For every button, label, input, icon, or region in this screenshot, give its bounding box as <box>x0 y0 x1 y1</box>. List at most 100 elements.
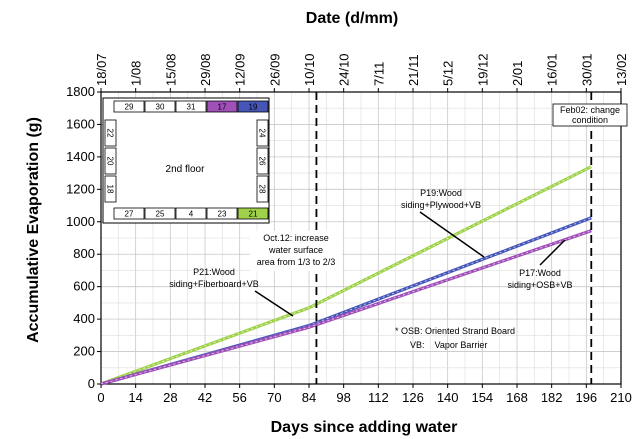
plot-border <box>100 91 622 385</box>
floor-plan-room-label: 20 <box>106 157 115 166</box>
y-tick-label: 1000 <box>66 214 95 229</box>
legend-note-line1: * OSB: Oriented Strand Board <box>395 326 515 336</box>
floor-plan-room <box>104 119 117 147</box>
annotation-p17-line1: P17:Wood <box>519 268 561 278</box>
floor-plan-room <box>175 207 207 220</box>
y-tick-label: 1600 <box>66 116 95 131</box>
x-tick-label: 14 <box>128 390 142 405</box>
floor-plan-room <box>256 175 269 203</box>
vline-annotation-oct12-bg <box>250 231 342 271</box>
x-tick-label: 42 <box>198 390 212 405</box>
x-tick-label: 126 <box>402 390 424 405</box>
y-tick-label: 0 <box>88 376 95 391</box>
annotation-p19-line1: P19:Wood <box>420 188 462 198</box>
floor-plan-title: 2nd floor <box>166 164 206 175</box>
x-tick-label: 140 <box>437 390 459 405</box>
annotation-p17-pointer <box>539 239 566 266</box>
top-tick-label: 1/08 <box>129 61 144 86</box>
vline-annotation-feb02-box <box>552 103 628 127</box>
top-tick-label: 7/11 <box>371 62 386 86</box>
top-tick-label: 16/01 <box>545 53 560 86</box>
annotation-p21: P21:Wood siding+Fiberboard+VB <box>169 267 294 317</box>
x-tick-label: 70 <box>267 390 281 405</box>
floor-plan-room-label: 27 <box>125 210 134 219</box>
top-tick-label: 21/11 <box>406 54 421 86</box>
y-tick-labels: 0 200 400 600 800 1000 1200 1400 1600 1800 <box>66 84 101 391</box>
floor-plan-room <box>175 100 207 113</box>
y-tick-label: 1200 <box>66 181 95 196</box>
floor-plan-inset: 29 30 31 17 19 27 25 4 23 21 22 20 18 24 26 28 2nd floo… <box>102 97 270 224</box>
top-tick-labels: 18/07 1/08 15/08 29/08 12/09 26/09 10/10 24/10 7… <box>94 53 629 92</box>
floor-plan-room-label: 21 <box>249 210 258 219</box>
annotation-p19-pointer <box>419 211 485 258</box>
top-tick-label: 15/08 <box>163 53 178 86</box>
top-tick-label: 12/09 <box>233 53 248 86</box>
top-tick-label: 13/02 <box>614 53 629 86</box>
floor-plan-room-label: 22 <box>106 129 115 138</box>
legend-note-line2: VB: Vapor Barrier <box>410 340 487 350</box>
x-axis-title: Days since adding water <box>271 419 458 436</box>
floor-plan-room-label: 23 <box>218 210 227 219</box>
floor-plan-room-label: 30 <box>156 103 165 112</box>
floor-plan-room <box>237 100 269 113</box>
y-tick-label: 200 <box>73 344 95 359</box>
floor-plan-room-label: 19 <box>249 103 258 112</box>
floor-plan-room-label: 18 <box>106 185 115 194</box>
top-axis-title: Date (d/mm) <box>306 10 398 27</box>
annotation-p17: P17:Wood siding+OSB+VB <box>507 239 573 290</box>
top-tick-label: 18/07 <box>94 53 109 86</box>
x-tick-label: 210 <box>610 390 632 405</box>
floor-plan-frame <box>102 97 270 224</box>
x-tick-label: 0 <box>97 390 104 405</box>
floor-plan-room <box>206 207 238 220</box>
x-tick-label: 182 <box>541 390 563 405</box>
floor-plan-room <box>237 207 269 220</box>
vline-annotation-oct12: Oct.12: increase water surface area from… <box>250 231 342 271</box>
floor-plan-room <box>256 147 269 175</box>
x-tick-label: 196 <box>575 390 597 405</box>
x-tick-label: 154 <box>471 390 493 405</box>
annotations: P21:Wood siding+Fiberboard+VB P19:Wood s… <box>169 103 628 350</box>
vline-annotation-oct12-line2: water surface <box>268 245 323 255</box>
series-line-highlight-0 <box>100 166 592 385</box>
annotation-p21-pointer <box>254 290 294 317</box>
annotation-p19: P19:Wood siding+Plywood+VB <box>401 188 485 258</box>
floor-plan-room <box>144 100 176 113</box>
series-line-1 <box>100 216 592 386</box>
annotation-p17-line2: siding+OSB+VB <box>507 280 572 290</box>
top-tick-label: 5/12 <box>441 61 456 86</box>
top-tick-label: 19/12 <box>475 53 490 86</box>
floor-plan-rooms: 29 30 31 17 19 27 25 4 23 21 22 20 18 24 26 28 <box>104 100 269 220</box>
top-tick-label: 26/09 <box>267 53 282 86</box>
floor-plan-room <box>206 100 238 113</box>
floor-plan-room-label: 28 <box>258 185 267 194</box>
series-layer <box>100 165 593 386</box>
top-tick-label: 24/10 <box>337 53 352 86</box>
y-axis-title: Accumulative Evaporation (g) <box>25 117 42 343</box>
annotation-p21-line1: P21:Wood <box>193 267 235 277</box>
y-tick-label: 1400 <box>66 149 95 164</box>
top-tick-label: 29/08 <box>198 53 213 86</box>
x-tick-label: 28 <box>163 390 177 405</box>
vline-annotation-feb02-line1: Feb02: change <box>560 105 620 115</box>
series-line-highlight-2 <box>100 230 592 385</box>
floor-plan-room-label: 4 <box>189 210 194 219</box>
floor-plan-room <box>144 207 176 220</box>
y-tick-label: 400 <box>73 311 95 326</box>
y-tick-label: 600 <box>73 279 95 294</box>
floor-plan-room-label: 31 <box>187 103 196 112</box>
floor-plan-room-label: 25 <box>156 210 165 219</box>
top-tick-label: 30/01 <box>579 53 594 86</box>
vline-annotation-oct12-line1: Oct.12: increase <box>263 233 329 243</box>
annotation-p21-line2: siding+Fiberboard+VB <box>169 279 259 289</box>
floor-plan-room <box>113 100 145 113</box>
vline-annotation-oct12-line3: area from 1/3 to 2/3 <box>257 257 336 267</box>
floor-plan-room-label: 29 <box>125 103 134 112</box>
x-tick-labels: 0 14 28 42 56 70 84 98 112 126 140 154 168 182 196 210 <box>97 384 632 405</box>
vline-annotation-feb02-line2: condition <box>572 115 608 125</box>
y-tick-label: 800 <box>73 246 95 261</box>
vline-annotation-feb02: Feb02: change condition <box>552 103 628 127</box>
floor-plan-room <box>104 147 117 175</box>
floor-plan-room <box>104 175 117 203</box>
